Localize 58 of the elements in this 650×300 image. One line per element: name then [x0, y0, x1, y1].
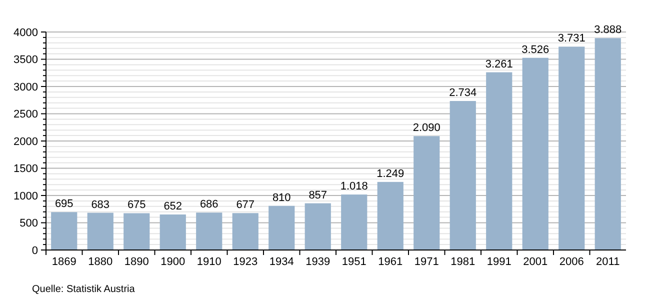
bar [232, 213, 258, 250]
bar [450, 100, 476, 250]
data-label: 3.261 [485, 58, 513, 70]
x-tick-label: 2006 [559, 256, 584, 268]
x-tick-label: 1939 [306, 256, 330, 268]
y-tick-label: 3500 [14, 54, 38, 66]
data-label: 695 [54, 198, 74, 210]
y-tick-label: 0 [32, 244, 38, 257]
bar [51, 212, 78, 250]
bar [124, 213, 150, 250]
bar [558, 46, 585, 250]
x-tick-label: 1991 [486, 256, 512, 268]
data-label: 686 [200, 198, 218, 211]
bar [594, 38, 621, 250]
bar [414, 136, 440, 250]
data-label: 857 [308, 189, 328, 202]
source-note: Quelle: Statistik Austria [32, 284, 136, 295]
x-tick-label: 2011 [596, 256, 620, 268]
y-tick-label: 1500 [14, 163, 38, 176]
y-tick-label: 2000 [14, 136, 38, 148]
bar [486, 72, 512, 250]
data-label: 652 [164, 200, 182, 212]
bar [196, 212, 222, 250]
x-tick-label: 1981 [450, 256, 476, 268]
data-label: 683 [91, 198, 110, 211]
data-label: 1.249 [376, 168, 404, 180]
y-tick-label: 3000 [14, 81, 38, 94]
bar [522, 58, 548, 250]
data-label: 675 [127, 199, 146, 212]
data-label: 2.734 [449, 86, 477, 99]
data-label: 2.090 [412, 122, 440, 134]
bar [160, 214, 186, 250]
bar [377, 182, 404, 250]
x-tick-label: 1910 [196, 256, 222, 268]
data-label: 3.526 [522, 44, 550, 56]
data-label: 3.731 [558, 32, 586, 45]
bar [304, 203, 331, 250]
y-tick-label: 500 [20, 218, 38, 230]
data-label: 1.018 [340, 180, 368, 193]
y-tick-label: 2500 [14, 108, 38, 121]
x-tick-label: 1934 [269, 256, 294, 268]
y-tick-label: 4000 [14, 26, 38, 39]
x-tick-label: 1890 [124, 256, 149, 268]
x-tick-label: 1971 [414, 256, 439, 268]
x-tick-label: 2001 [523, 256, 548, 268]
data-label: 3.888 [594, 24, 622, 36]
bar [268, 206, 295, 250]
x-tick-label: 1869 [52, 256, 76, 268]
y-tick-label: 1000 [14, 190, 38, 202]
data-label: 677 [236, 199, 255, 212]
data-label: 810 [272, 192, 291, 204]
bar [341, 194, 368, 250]
x-tick-label: 1900 [160, 256, 186, 268]
x-tick-label: 1880 [88, 256, 113, 268]
bar [87, 212, 114, 250]
x-tick-label: 1951 [342, 256, 366, 268]
x-tick-label: 1923 [233, 256, 258, 268]
x-tick-label: 1961 [378, 256, 403, 268]
